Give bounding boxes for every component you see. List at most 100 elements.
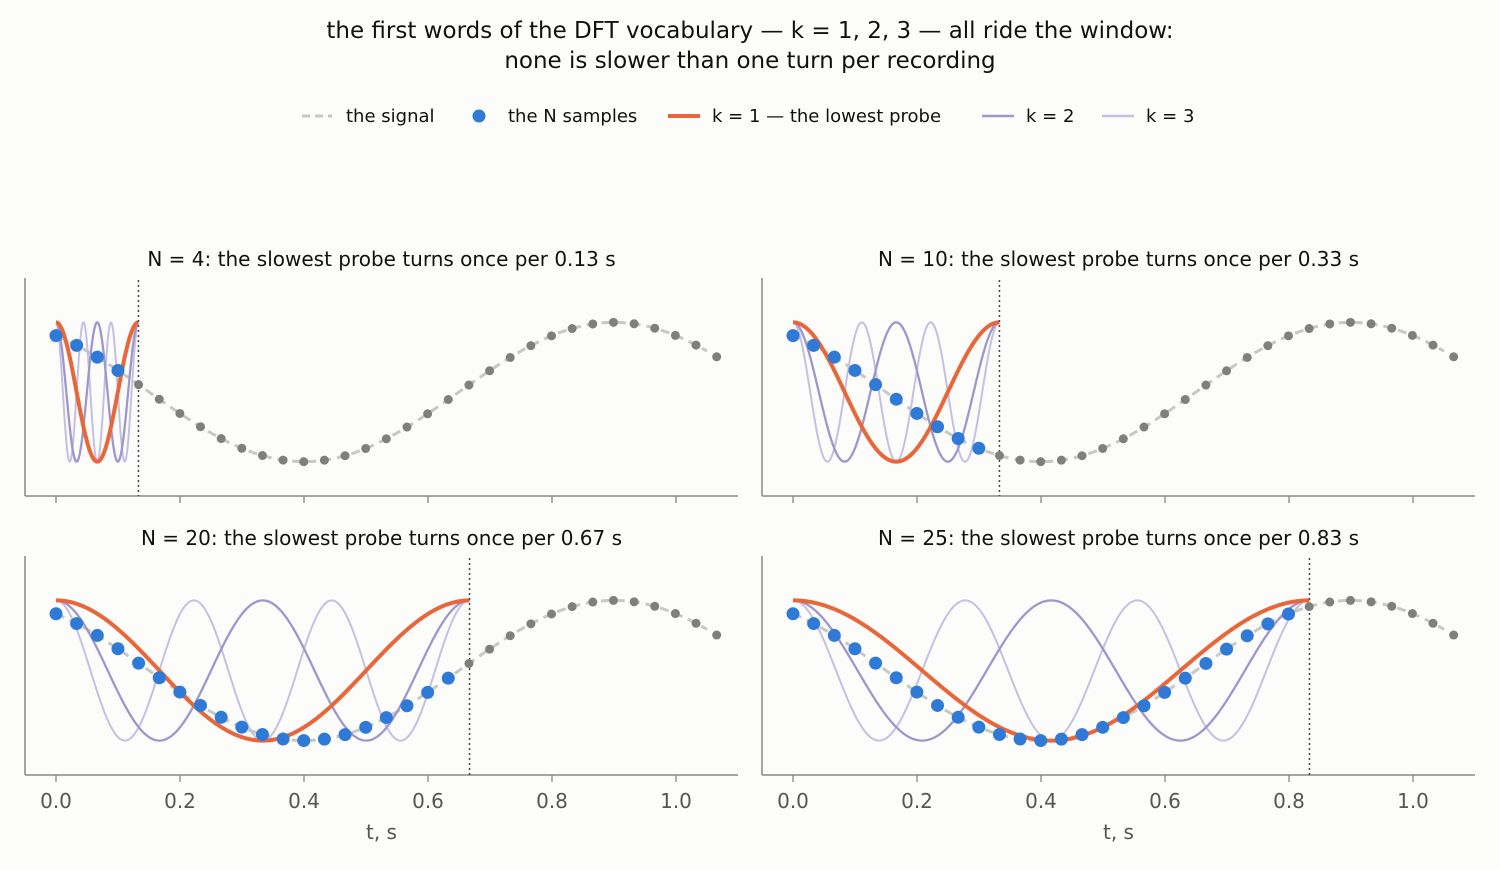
sample-point-outside (1345, 317, 1355, 327)
probe-k3-line (792, 599, 1310, 742)
sample-point (951, 432, 965, 446)
sample-point-outside (464, 380, 474, 390)
sample-point-outside (485, 644, 495, 654)
sample-point (848, 642, 862, 656)
x-tick-label: 0.8 (1273, 789, 1305, 813)
x-tick-label: 0.0 (777, 789, 809, 813)
legend-item: the signal (302, 106, 435, 127)
sample-point-outside (1201, 380, 1211, 390)
sample-point (276, 732, 290, 746)
sample-point (90, 350, 104, 364)
sample-point-outside (1387, 601, 1397, 611)
x-axis-label: t, s (1103, 820, 1134, 844)
panel: N = 25: the slowest probe turns once per… (761, 526, 1475, 844)
panel: N = 4: the slowest probe turns once per … (24, 247, 738, 503)
sample-point-outside (1304, 602, 1314, 612)
sample-point (1261, 617, 1275, 631)
sample-point-outside (216, 434, 226, 444)
sample-point (889, 671, 903, 685)
sample-point (1096, 720, 1110, 734)
legend-label: k = 3 (1146, 106, 1194, 127)
legend-label: k = 1 — the lowest probe (712, 106, 941, 127)
sample-point-outside (1449, 630, 1459, 640)
legend-label: the N samples (508, 106, 637, 127)
sample-point-outside (629, 319, 639, 329)
sample-point-outside (1345, 595, 1355, 605)
x-tick-label: 0.2 (901, 789, 933, 813)
legend: the signal the N samples k = 1 — the lowes… (302, 106, 1194, 127)
sample-point-outside (402, 422, 412, 432)
x-tick-label: 0.6 (1149, 789, 1181, 813)
sample-point (931, 698, 945, 712)
sample-point (1199, 656, 1213, 670)
x-tick-label: 0.2 (164, 789, 196, 813)
panel-title: N = 4: the slowest probe turns once per … (147, 247, 615, 271)
x-tick-label: 0.4 (1025, 789, 1057, 813)
sample-point (1220, 642, 1234, 656)
probe-k3-line (55, 599, 470, 742)
sample-point-outside (1056, 455, 1066, 465)
sample-point (992, 727, 1006, 741)
sample-point (400, 699, 414, 713)
legend-item: k = 2 (982, 106, 1074, 127)
sample-point (1282, 607, 1296, 621)
panels: N = 4: the slowest probe turns once per … (24, 247, 1475, 844)
sample-point (359, 720, 373, 734)
sample-point (931, 420, 945, 434)
sample-point-outside (423, 409, 433, 419)
signal-line (55, 320, 708, 464)
sample-point-outside (712, 630, 722, 640)
sample-point-outside (340, 451, 350, 461)
sample-point (869, 656, 883, 670)
sample-point (152, 671, 166, 685)
sample-point (869, 378, 883, 392)
sample-point-outside (650, 323, 660, 333)
sample-point (132, 656, 146, 670)
sample-point-outside (134, 380, 144, 390)
sample-point (972, 720, 986, 734)
sample-point (827, 628, 841, 642)
chart-title-line-1: the first words of the DFT vocabulary — … (326, 18, 1173, 44)
panel: N = 20: the slowest probe turns once per… (24, 526, 738, 844)
probe-k3-line (792, 321, 1000, 463)
sample-point (214, 710, 228, 724)
sample-point-outside (526, 341, 536, 351)
panel: N = 10: the slowest probe turns once per… (761, 247, 1475, 503)
probe-k2-line (792, 599, 1310, 742)
signal-line (792, 320, 1445, 464)
sample-point-outside (691, 340, 701, 350)
sample-point (90, 628, 104, 642)
sample-point (972, 441, 986, 455)
sample-point-outside (1449, 352, 1459, 362)
sample-point-outside (443, 395, 453, 405)
sample-point-outside (381, 434, 391, 444)
x-tick-label: 0.4 (288, 789, 320, 813)
sample-point-outside (608, 317, 618, 327)
sample-point-outside (299, 457, 309, 467)
sample-point-outside (650, 601, 660, 611)
x-axis-label: t, s (366, 820, 397, 844)
probe-k2-line (55, 599, 470, 742)
sample-point (194, 698, 208, 712)
sample-point (951, 710, 965, 724)
sample-point-outside (588, 597, 598, 607)
legend-item: the N samples (472, 106, 637, 127)
sample-point (910, 406, 924, 420)
sample-point-outside (670, 330, 680, 340)
sample-point-outside (278, 455, 288, 465)
sample-point-outside (1428, 340, 1438, 350)
sample-point (1116, 711, 1130, 725)
chart-title-line-2: none is slower than one turn per recordi… (504, 48, 995, 74)
sample-point-outside (1366, 597, 1376, 607)
sample-point-outside (361, 443, 371, 453)
panel-title: N = 20: the slowest probe turns once per… (141, 526, 622, 550)
sample-point (786, 329, 800, 343)
sample-point (173, 685, 187, 699)
sample-point (1158, 685, 1172, 699)
sample-point (235, 720, 249, 734)
sample-point-outside (505, 631, 515, 641)
sample-point (1240, 629, 1254, 643)
sample-point (1137, 699, 1151, 713)
sample-point (297, 734, 311, 748)
